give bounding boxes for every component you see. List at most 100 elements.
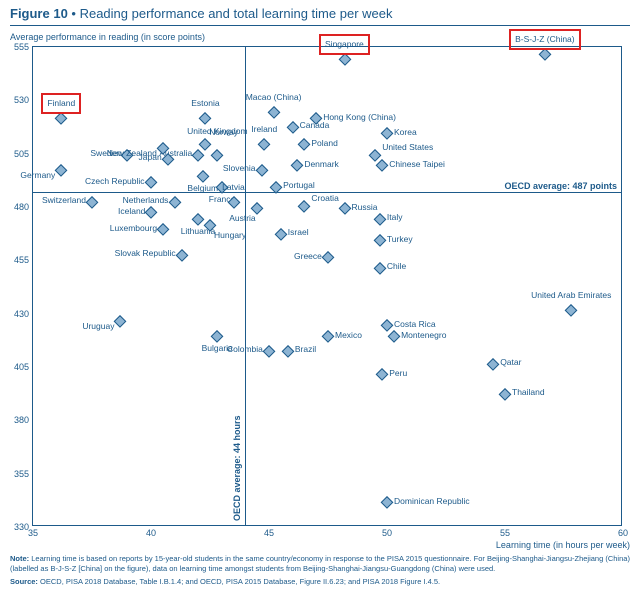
data-label: Chile (387, 262, 406, 271)
data-point (323, 251, 333, 261)
highlight-box (509, 29, 581, 50)
data-point (276, 228, 286, 238)
data-point (299, 138, 309, 148)
data-label: Croatia (311, 194, 338, 203)
oecd-avg-label-h: OECD average: 487 points (504, 181, 617, 191)
data-point (488, 358, 498, 368)
data-point (323, 330, 333, 340)
y-tick: 355 (14, 469, 33, 479)
data-point (87, 196, 97, 206)
y-tick: 380 (14, 415, 33, 425)
data-point (288, 121, 298, 131)
data-label: Italy (387, 213, 403, 222)
data-label: Macao (China) (246, 93, 302, 102)
data-point (375, 262, 385, 272)
data-label: Belgium (187, 184, 218, 193)
data-label: Luxembourg (110, 224, 157, 233)
y-tick: 405 (14, 362, 33, 372)
y-tick: 455 (14, 255, 33, 265)
data-label: Hungary (214, 231, 246, 240)
data-point (259, 138, 269, 148)
x-tick: 35 (28, 525, 38, 538)
x-axis-label: Learning time (in hours per week) (496, 540, 630, 550)
data-label: Montenegro (401, 331, 446, 340)
data-point (177, 249, 187, 259)
data-label: Estonia (191, 99, 219, 108)
data-point (389, 330, 399, 340)
data-point (269, 106, 279, 116)
data-point (205, 219, 215, 229)
data-label: Portugal (283, 181, 315, 190)
data-point (377, 159, 387, 169)
data-point (375, 234, 385, 244)
data-point (340, 202, 350, 212)
data-label: Czech Republic (85, 177, 145, 186)
data-point (264, 345, 274, 355)
data-label: Latvia (222, 183, 245, 192)
data-label: Canada (300, 121, 330, 130)
data-label: Switzerland (42, 196, 86, 205)
data-label: Israel (288, 228, 309, 237)
data-label: Norway (209, 128, 238, 137)
data-point (198, 170, 208, 180)
data-point (382, 496, 392, 506)
highlight-box (41, 93, 81, 114)
data-label: Qatar (500, 358, 521, 367)
data-point (212, 149, 222, 159)
data-point (158, 223, 168, 233)
x-tick: 40 (146, 525, 156, 538)
y-tick: 430 (14, 309, 33, 319)
data-point (382, 127, 392, 137)
data-point (382, 319, 392, 329)
data-point (292, 159, 302, 169)
y-tick: 480 (14, 202, 33, 212)
y-tick: 530 (14, 95, 33, 105)
data-label: Austria (229, 214, 255, 223)
data-label: Turkey (387, 235, 413, 244)
data-point (500, 388, 510, 398)
data-label: Peru (389, 369, 407, 378)
data-point (212, 330, 222, 340)
data-point (299, 200, 309, 210)
x-tick: 55 (500, 525, 510, 538)
data-label: Chinese Taipei (389, 160, 445, 169)
data-label: New Zealand (107, 149, 157, 158)
x-tick: 45 (264, 525, 274, 538)
data-point (370, 149, 380, 159)
data-label: Greece (294, 252, 322, 261)
data-label: Ireland (251, 125, 277, 134)
data-label: Brazil (295, 345, 316, 354)
x-tick: 50 (382, 525, 392, 538)
data-label: Dominican Republic (394, 497, 470, 506)
data-label: Costa Rica (394, 320, 436, 329)
data-point (377, 368, 387, 378)
data-point (200, 112, 210, 122)
scatter-plot: 3303553804054304554805055305553540455055… (32, 46, 622, 526)
data-point (257, 164, 267, 174)
data-point (56, 164, 66, 174)
data-point (158, 142, 168, 152)
data-label: Poland (311, 139, 337, 148)
data-point (146, 206, 156, 216)
figure-notes: Note: Learning time is based on reports … (10, 554, 630, 586)
highlight-box (319, 34, 370, 55)
data-label: Korea (394, 128, 417, 137)
data-label: Netherlands (123, 196, 169, 205)
data-point (193, 149, 203, 159)
data-label: Thailand (512, 388, 545, 397)
data-label: Mexico (335, 331, 362, 340)
figure-title: Figure 10 • Reading performance and tota… (10, 6, 630, 26)
data-point (283, 345, 293, 355)
data-point (170, 196, 180, 206)
x-tick: 60 (618, 525, 628, 538)
data-label: Colombia (227, 345, 263, 354)
oecd-avg-line-v (245, 47, 246, 525)
data-point (115, 315, 125, 325)
data-label: Hong Kong (China) (323, 113, 396, 122)
data-point (375, 213, 385, 223)
data-label: Denmark (304, 160, 338, 169)
data-label: Russia (352, 203, 378, 212)
data-label: Slovak Republic (115, 249, 176, 258)
data-point (271, 181, 281, 191)
data-label: United States (382, 143, 433, 152)
